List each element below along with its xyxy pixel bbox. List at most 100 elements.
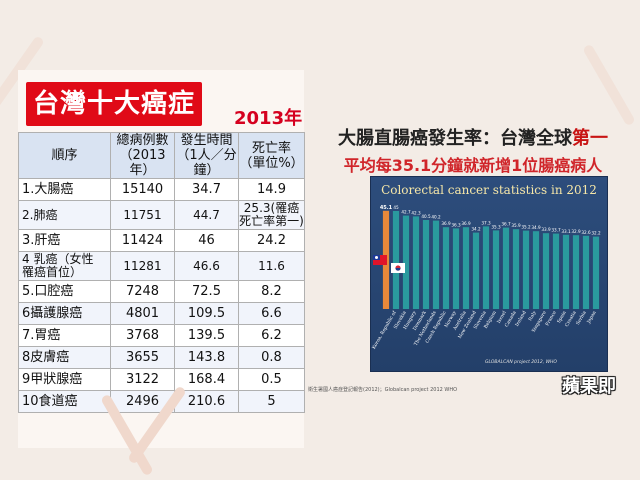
cases-cell: 11281 bbox=[110, 251, 175, 281]
death-rate-cell: 6.2 bbox=[238, 324, 305, 347]
time-cell: 109.5 bbox=[174, 302, 239, 325]
chart-bar bbox=[482, 226, 490, 309]
chart-value-label: 40.5 bbox=[421, 214, 431, 219]
chart-tick-label: Serbia bbox=[575, 310, 588, 326]
table-row: 5.口腔癌 7248 72.5 8.2 bbox=[18, 280, 305, 303]
year-label: 2013年 bbox=[234, 108, 303, 129]
chart-value-label: 40.2 bbox=[431, 215, 441, 220]
column-header-cases: 總病例數 （2013年） bbox=[110, 132, 175, 179]
korea-flag-icon bbox=[391, 263, 405, 273]
chart-value-label: 45.1 bbox=[380, 205, 393, 211]
rank-cell: 8皮膚癌 bbox=[18, 346, 111, 369]
chart-bar bbox=[402, 215, 410, 309]
column-header-death-rate: 死亡率 （單位%） bbox=[238, 132, 305, 179]
chart-value-label: 42.3 bbox=[411, 210, 421, 215]
chart-value-label: 45 bbox=[393, 205, 399, 210]
column-header-time: 發生時間 （1人／分鐘） bbox=[174, 132, 239, 179]
rank-cell: 4 乳癌（女性 罹癌首位） bbox=[18, 251, 111, 281]
decor-ribbon bbox=[582, 43, 636, 127]
chart-tick-label: Japan bbox=[585, 310, 597, 325]
chart-value-label: 36.9 bbox=[441, 221, 451, 226]
chart-title: Colorectal cancer statistics in 2012 bbox=[381, 183, 597, 197]
cancer-table-panel: 台灣十大癌症 2013年 順序 總病例數 （2013年） 發生時間 （1人／分鐘… bbox=[18, 70, 305, 448]
time-cell: 72.5 bbox=[174, 280, 239, 303]
cases-cell: 3768 bbox=[110, 324, 175, 347]
table-row: 10食道癌 2496 210.6 5 bbox=[18, 390, 305, 413]
chart-bar bbox=[442, 227, 450, 309]
chart-value-label: 34.9 bbox=[531, 225, 541, 230]
table-row: 2.肺癌 11751 44.7 25.3(罹癌 死亡率第一) bbox=[18, 200, 305, 230]
headline-highlight: 第一 bbox=[572, 128, 608, 149]
cases-cell: 11751 bbox=[110, 200, 175, 230]
chart-bar bbox=[512, 229, 520, 309]
table-row: 3.肝癌 11424 46 24.2 bbox=[18, 229, 305, 252]
chart-value-label: 33.9 bbox=[541, 227, 551, 232]
headline-part: 發生率：台灣全球 bbox=[428, 128, 572, 149]
chart-bar bbox=[562, 234, 570, 309]
chart-value-label: 35.3 bbox=[491, 224, 501, 229]
chart-tick-label: Korea, Republic of bbox=[371, 310, 398, 351]
rank-cell: 3.肝癌 bbox=[18, 229, 111, 252]
chart-value-label: 36.3 bbox=[451, 222, 461, 227]
table-header-row: 順序 總病例數 （2013年） 發生時間 （1人／分鐘） 死亡率 （單位%） bbox=[18, 132, 305, 179]
death-rate-cell: 24.2 bbox=[238, 229, 305, 252]
cases-cell: 15140 bbox=[110, 178, 175, 201]
rank-cell: 1.大腸癌 bbox=[18, 178, 111, 201]
time-cell: 44.7 bbox=[174, 200, 239, 230]
cases-cell: 4801 bbox=[110, 302, 175, 325]
chart-value-label: 33.1 bbox=[561, 229, 571, 234]
chart-value-label: 36.9 bbox=[461, 221, 471, 226]
death-rate-cell: 8.2 bbox=[238, 280, 305, 303]
time-cell: 139.5 bbox=[174, 324, 239, 347]
chart-bar bbox=[422, 220, 430, 309]
chart-bar bbox=[492, 230, 500, 309]
chart-bar bbox=[392, 211, 400, 309]
taiwan-flag-icon bbox=[373, 255, 387, 265]
chart-value-label: 34.2 bbox=[471, 227, 481, 232]
death-rate-cell: 14.9 bbox=[238, 178, 305, 201]
chart-value-label: 33.7 bbox=[551, 228, 561, 233]
rank-cell: 10食道癌 bbox=[18, 390, 111, 413]
table-row: 6攝護腺癌 4801 109.5 6.6 bbox=[18, 302, 305, 325]
table-row: 4 乳癌（女性 罹癌首位） 11281 46.6 11.6 bbox=[18, 251, 305, 281]
chart-bar bbox=[432, 220, 440, 309]
cases-cell: 3122 bbox=[110, 368, 175, 391]
watermark: 蘋果即 bbox=[562, 376, 616, 397]
headline-part: 大腸直腸癌 bbox=[338, 128, 428, 149]
chart-value-label: 32.9 bbox=[571, 229, 581, 234]
table-row: 8皮膚癌 3655 143.8 0.8 bbox=[18, 346, 305, 369]
cases-cell: 3655 bbox=[110, 346, 175, 369]
table-row: 9甲狀腺癌 3122 168.4 0.5 bbox=[18, 368, 305, 391]
table-row: 1.大腸癌 15140 34.7 14.9 bbox=[18, 178, 305, 201]
chart-bar bbox=[412, 216, 420, 309]
chart-value-label: 32.6 bbox=[581, 230, 591, 235]
rank-cell: 9甲狀腺癌 bbox=[18, 368, 111, 391]
time-cell: 46 bbox=[174, 229, 239, 252]
chart-annotation: GLOBALCAN project 2012, WHO bbox=[485, 359, 557, 365]
death-rate-cell: 25.3(罹癌 死亡率第一) bbox=[238, 200, 305, 230]
chart-value-label: 37.3 bbox=[481, 220, 491, 225]
rank-cell: 2.肺癌 bbox=[18, 200, 111, 230]
time-cell: 143.8 bbox=[174, 346, 239, 369]
chart-bar bbox=[472, 232, 480, 309]
time-cell: 210.6 bbox=[174, 390, 239, 413]
rank-cell: 5.口腔癌 bbox=[18, 280, 111, 303]
cases-cell: 7248 bbox=[110, 280, 175, 303]
chart-bar bbox=[462, 227, 470, 309]
source-note: 衛生署國人癌症登記報告(2012)；Globalcan project 2012… bbox=[308, 387, 458, 393]
death-rate-cell: 0.8 bbox=[238, 346, 305, 369]
chart-value-label: 32.2 bbox=[591, 231, 601, 236]
chart-bar bbox=[452, 228, 460, 309]
chart-value-label: 42.7 bbox=[401, 210, 411, 215]
chart-bar bbox=[542, 233, 550, 309]
headline: 大腸直腸癌發生率：台灣全球第一 bbox=[306, 124, 640, 150]
chart-bar bbox=[522, 230, 530, 309]
colorectal-chart: 45.1 45 Korea, Republic of 42.7 Slovakia 42.3… bbox=[370, 176, 608, 372]
cases-cell: 11424 bbox=[110, 229, 175, 252]
time-cell: 34.7 bbox=[174, 178, 239, 201]
death-rate-cell: 6.6 bbox=[238, 302, 305, 325]
chart-bar bbox=[572, 235, 580, 309]
top-ten-cancer-table: 順序 總病例數 （2013年） 發生時間 （1人／分鐘） 死亡率 （單位%） 1… bbox=[18, 132, 305, 413]
cases-cell: 2496 bbox=[110, 390, 175, 413]
